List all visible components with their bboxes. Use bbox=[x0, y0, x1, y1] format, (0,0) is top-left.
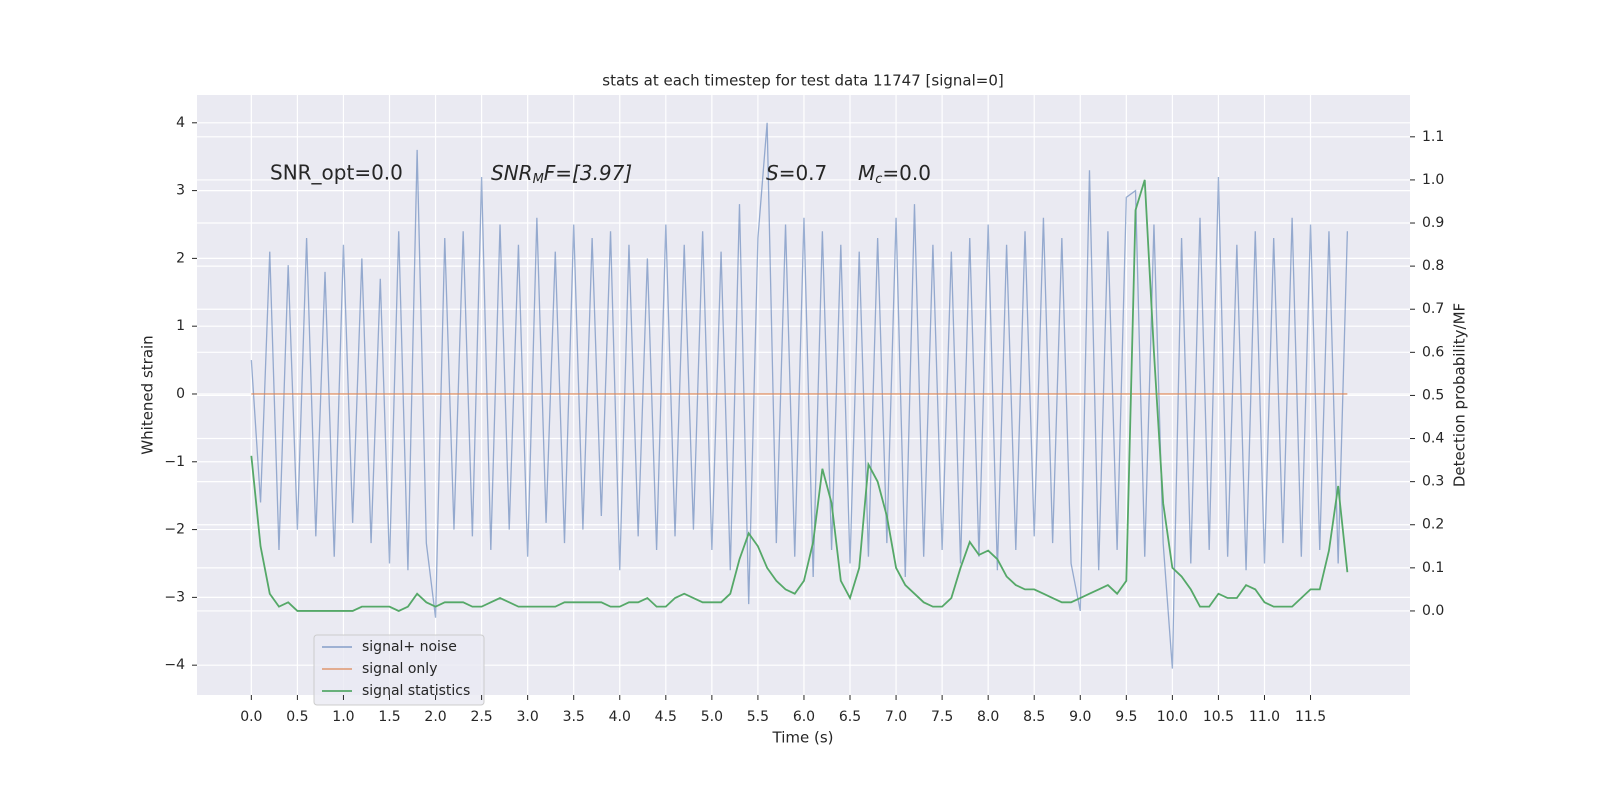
x-axis-label: Time (s) bbox=[772, 729, 834, 747]
y2-tick-label: 0.3 bbox=[1422, 474, 1444, 490]
annotation: S=0.7 bbox=[766, 161, 827, 185]
series-line bbox=[250, 179, 1349, 612]
y2-tick-label: 0.9 bbox=[1422, 215, 1444, 231]
x-tick-label: 4.5 bbox=[655, 709, 677, 725]
x-tick-label: 4.0 bbox=[609, 709, 631, 725]
y-axis-label: Whitened strain bbox=[139, 335, 157, 454]
y-tick-label: 0 bbox=[176, 386, 185, 402]
y-tick-label: 1 bbox=[176, 318, 185, 334]
x-tick-label: 1.0 bbox=[332, 709, 354, 725]
chart-title: stats at each timestep for test data 117… bbox=[602, 72, 1003, 90]
annotation-part: S bbox=[766, 161, 779, 185]
y2-tick-label: 0.1 bbox=[1422, 560, 1444, 576]
x-tick-label: 9.0 bbox=[1069, 709, 1091, 725]
y2-tick-label: 0.0 bbox=[1422, 603, 1444, 619]
legend-box bbox=[313, 634, 485, 706]
x-tick-label: 11.0 bbox=[1249, 709, 1280, 725]
legend: signal+ noise signal only signal statistic… bbox=[313, 634, 485, 706]
x-tick-label: 8.5 bbox=[1023, 709, 1045, 725]
x-tick-label: 9.5 bbox=[1115, 709, 1137, 725]
y-tick-label: −1 bbox=[164, 454, 185, 470]
x-tick-label: 11.5 bbox=[1295, 709, 1326, 725]
y-tick-label: −2 bbox=[164, 522, 185, 538]
y2-tick-label: 0.8 bbox=[1422, 258, 1444, 274]
annotation: SNR_opt=0.0 bbox=[270, 161, 403, 185]
annotation-part: c bbox=[875, 172, 882, 187]
legend-label: signal only bbox=[362, 661, 437, 677]
annotation-part: =0.0 bbox=[882, 161, 931, 185]
y2-tick-label: 0.6 bbox=[1422, 344, 1444, 360]
annotation-part: M bbox=[858, 161, 875, 185]
y-tick-label: 2 bbox=[176, 250, 185, 266]
annotation: SNRMF=[3.97] bbox=[491, 161, 632, 187]
y2-axis-label: Detection probability/MF bbox=[1451, 303, 1469, 487]
x-tick-label: 10.0 bbox=[1157, 709, 1188, 725]
annotation-part: =0.7 bbox=[779, 161, 828, 185]
legend-label: signal+ noise bbox=[362, 639, 457, 655]
x-tick-label: 8.0 bbox=[977, 709, 999, 725]
marks bbox=[250, 122, 1349, 669]
x-tick-label: 5.5 bbox=[747, 709, 769, 725]
y2-tick-label: 0.4 bbox=[1422, 431, 1444, 447]
y2-tick-label: 0.7 bbox=[1422, 301, 1444, 317]
x-tick-label: 2.5 bbox=[470, 709, 492, 725]
y2-tick-label: 0.5 bbox=[1422, 387, 1444, 403]
x-tick-label: 10.5 bbox=[1203, 709, 1234, 725]
y-tick-label: 3 bbox=[176, 183, 185, 199]
legend-label: signal statistics bbox=[362, 683, 470, 699]
x-tick-label: 2.0 bbox=[424, 709, 446, 725]
y2-tick-label: 0.2 bbox=[1422, 517, 1444, 533]
annotation-part: M bbox=[533, 172, 544, 187]
grid bbox=[197, 95, 1410, 695]
annotation: Mc=0.0 bbox=[858, 161, 931, 187]
x-tick-label: 5.0 bbox=[701, 709, 723, 725]
x-tick-label: 1.5 bbox=[378, 709, 400, 725]
y-tick-label: −4 bbox=[164, 657, 185, 673]
x-tick-label: 3.0 bbox=[517, 709, 539, 725]
x-tick-label: 0.5 bbox=[286, 709, 308, 725]
x-tick-label: 6.5 bbox=[839, 709, 861, 725]
y-tick-label: 4 bbox=[176, 115, 185, 131]
annotation-part: SNR bbox=[491, 161, 533, 185]
x-tick-label: 7.0 bbox=[885, 709, 907, 725]
y2-tick-label: 1.1 bbox=[1422, 129, 1444, 145]
x-tick-label: 3.5 bbox=[563, 709, 585, 725]
x-tick-label: 7.5 bbox=[931, 709, 953, 725]
y2-tick-label: 1.0 bbox=[1422, 172, 1444, 188]
x-tick-label: 0.0 bbox=[240, 709, 262, 725]
x-tick-label: 6.0 bbox=[793, 709, 815, 725]
annotation-part: F=[3.97] bbox=[544, 161, 632, 185]
y-tick-label: −3 bbox=[164, 589, 185, 605]
